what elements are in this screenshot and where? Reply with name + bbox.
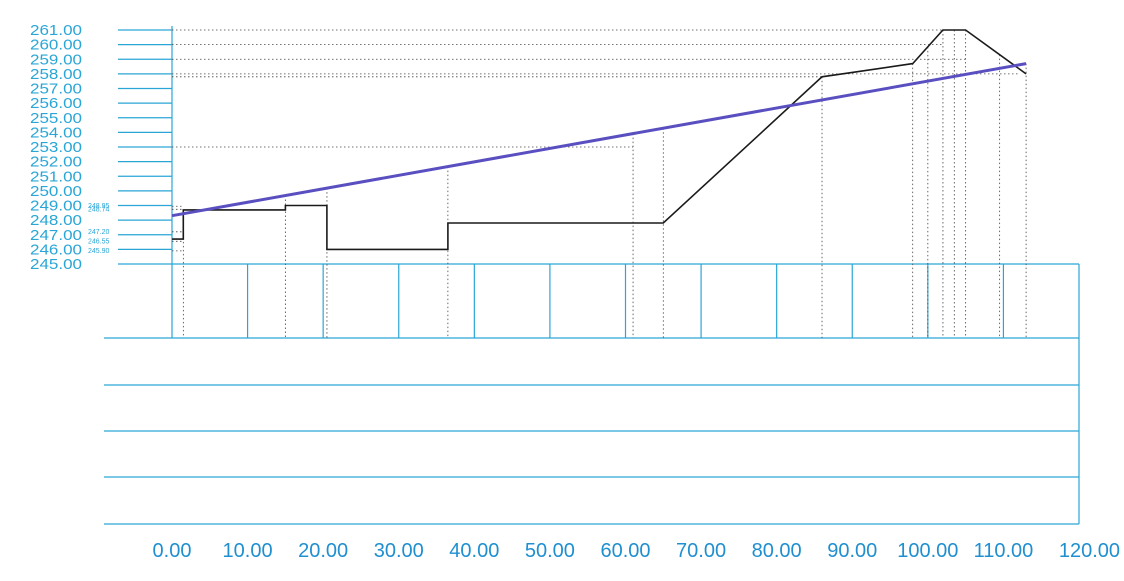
small-value-label: 247.20 xyxy=(88,229,110,236)
y-tick-label: 253.00 xyxy=(30,139,82,156)
x-tick-label: 30.00 xyxy=(374,540,424,562)
x-tick-label: 90.00 xyxy=(827,540,877,562)
x-tick-label: 40.00 xyxy=(449,540,499,562)
y-tick-label: 247.00 xyxy=(30,227,82,244)
y-tick-label: 249.00 xyxy=(30,198,82,215)
y-tick-label: 248.00 xyxy=(30,212,82,229)
y-tick-label: 256.00 xyxy=(30,95,82,112)
y-tick-label: 255.00 xyxy=(30,110,82,127)
x-tick-label: 110.00 xyxy=(974,540,1034,562)
small-value-label: 246.55 xyxy=(88,238,110,245)
x-tick-label: 70.00 xyxy=(676,540,726,562)
ground-profile-line xyxy=(172,29,1027,251)
guide-lines xyxy=(172,29,1027,338)
small-value-label: 248.74 xyxy=(88,206,110,213)
y-tick-labels: 261.00260.00259.00258.00257.00256.00255.… xyxy=(30,22,82,273)
y-tick-label: 254.00 xyxy=(30,124,82,141)
x-tick-label: 100.00 xyxy=(897,540,958,562)
x-tick-label: 120.00 xyxy=(1059,540,1120,562)
plot-lines xyxy=(171,29,1027,251)
table-frame xyxy=(104,26,1080,525)
design-grade-line xyxy=(171,62,1027,218)
y-tick-label: 261.00 xyxy=(30,22,82,39)
y-tick-label: 258.00 xyxy=(30,66,82,83)
small-value-label: 245.90 xyxy=(88,248,110,255)
y-tick-label: 260.00 xyxy=(30,37,82,54)
y-tick-label: 245.00 xyxy=(30,256,82,273)
x-tick-label: 10.00 xyxy=(223,540,273,562)
x-tick-label: 0.00 xyxy=(153,540,192,562)
small-value-label: 248.95 xyxy=(88,203,110,210)
x-tick-label: 80.00 xyxy=(752,540,802,562)
y-tick-label: 259.00 xyxy=(30,51,82,68)
x-tick-label: 20.00 xyxy=(298,540,348,562)
y-tick-label: 251.00 xyxy=(30,168,82,185)
y-tick-label: 246.00 xyxy=(30,241,82,258)
x-tick-label: 50.00 xyxy=(525,540,575,562)
x-tick-labels: 0.00 10.00 20.00 30.00 40.00 50.00 60.00 70.00 8… xyxy=(153,540,1120,562)
x-tick-label: 60.00 xyxy=(600,540,650,562)
y-tick-label: 257.00 xyxy=(30,81,82,98)
y-tick-label: 250.00 xyxy=(30,183,82,200)
y-tick-label: 252.00 xyxy=(30,154,82,171)
